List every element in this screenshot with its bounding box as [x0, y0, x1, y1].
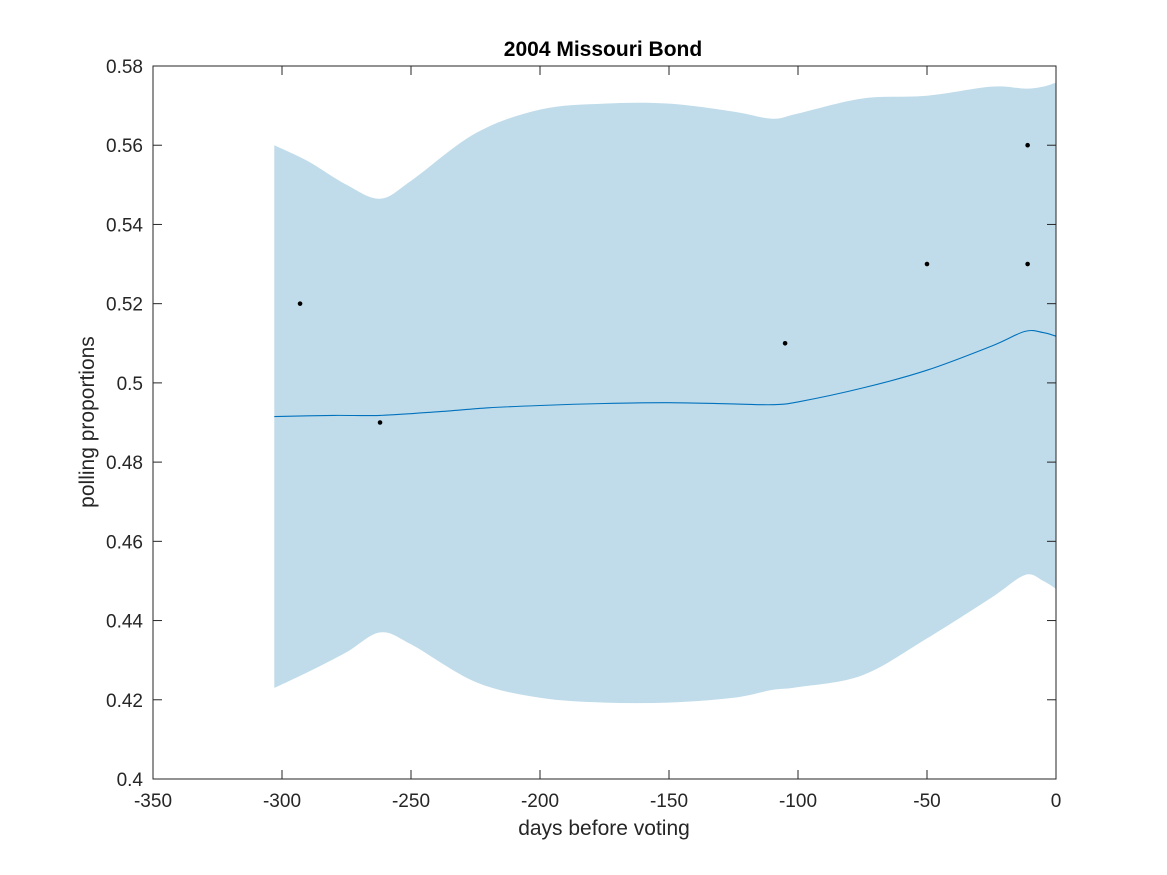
x-axis-label: days before voting [518, 817, 690, 840]
y-tick-label: 0.58 [106, 57, 143, 78]
axis-ticks: -350 -300 -250 -200 -150 -100 -50 0 0.4 0.42 0.44 0… [106, 57, 1061, 812]
y-tick-label: 0.54 [106, 215, 143, 236]
y-tick-label: 0.42 [106, 691, 143, 712]
y-tick-label: 0.56 [106, 136, 143, 157]
y-tick-label: 0.48 [106, 453, 143, 474]
x-tick-label: -100 [779, 791, 817, 812]
poll-point [782, 340, 788, 346]
y-tick-label: 0.52 [106, 295, 143, 316]
axes-box [152, 65, 1057, 780]
y-tick-label: 0.44 [106, 612, 143, 633]
x-tick-label: -350 [134, 791, 172, 812]
confidence-band [274, 82, 1056, 704]
x-tick-label: -250 [392, 791, 430, 812]
y-tick-label: 0.4 [117, 770, 144, 791]
y-axis-label: polling proportions [76, 336, 99, 508]
y-tick-label: 0.46 [106, 532, 143, 553]
poll-point [297, 301, 303, 306]
chart-title: 2004 Missouri Bond [504, 38, 702, 61]
poll-point [377, 420, 383, 425]
plot-area [274, 82, 1057, 704]
poll-point [1025, 261, 1030, 267]
poll-point [924, 261, 930, 267]
poll-point [1025, 142, 1030, 148]
x-tick-label: -150 [650, 791, 688, 812]
series-line-0 [274, 329, 1057, 418]
y-tick-label: 0.5 [117, 374, 143, 395]
x-tick-label: 0 [1051, 791, 1062, 812]
x-tick-label: -200 [521, 791, 559, 812]
x-tick-label: -50 [913, 791, 940, 812]
x-tick-label: -300 [263, 791, 301, 812]
